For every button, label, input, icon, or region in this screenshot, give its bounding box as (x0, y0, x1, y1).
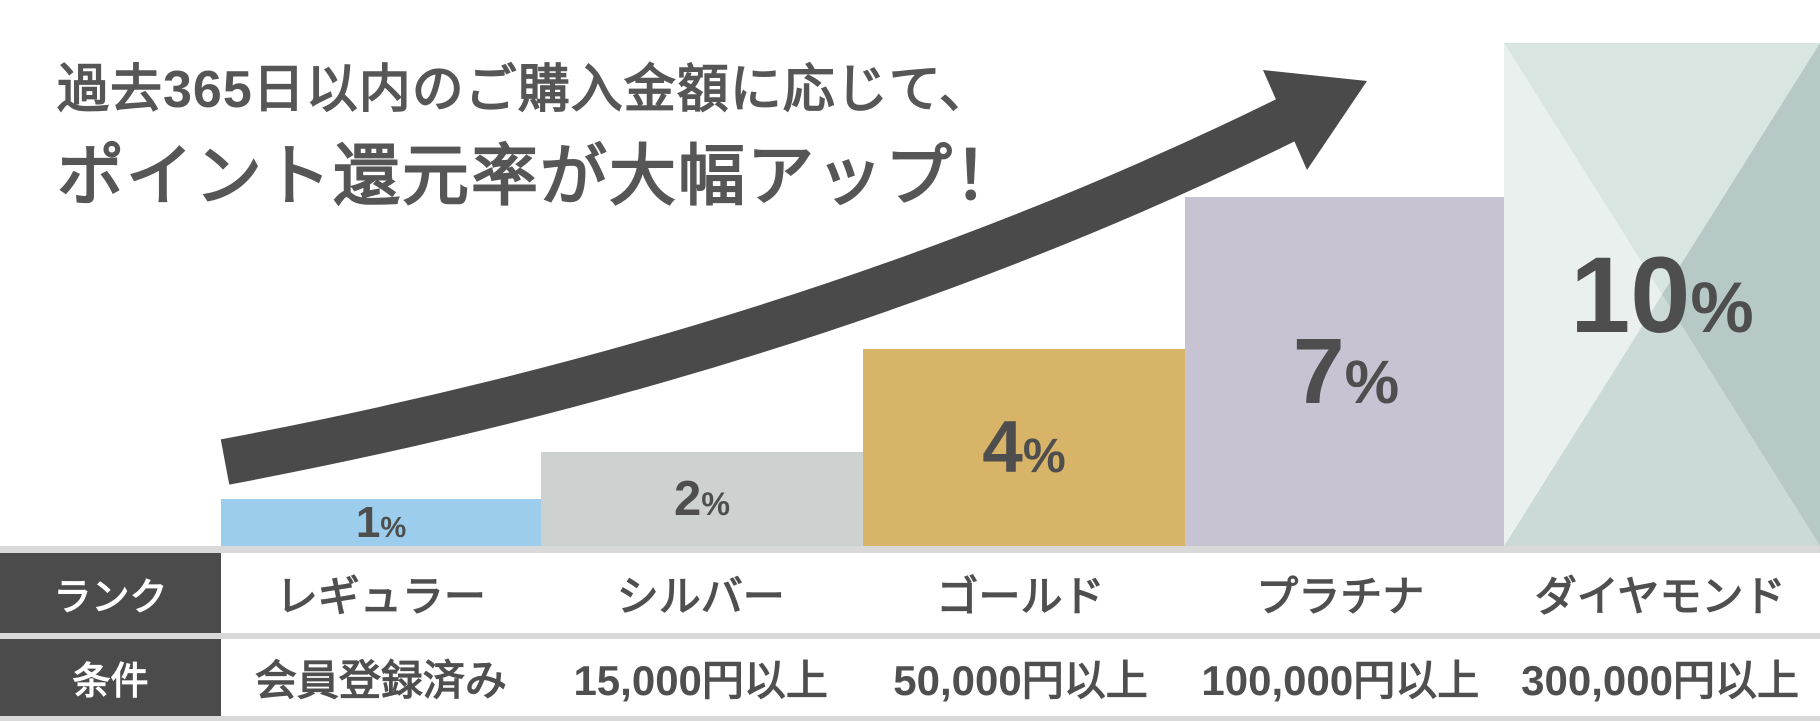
title-line-2: ポイント還元率が大幅アップ！ (57, 139, 1023, 214)
bar-regular-label: 1% (355, 497, 407, 547)
bar-gold-label: 4% (982, 407, 1066, 488)
rank-cell-regular: レギュラー (275, 572, 486, 620)
bar-gold: 4% (863, 349, 1185, 546)
diamond-pattern-icon (1504, 43, 1820, 546)
condition-cell-gold: 50,000円以上 (893, 657, 1148, 704)
row-header-condition: 条件 (0, 639, 221, 716)
bar-diamond-label: 10% (1570, 233, 1754, 355)
rank-table: ランク レギュラー シルバー ゴールド プラチナ ダイヤモンド 条件 会員登録済… (0, 546, 1820, 721)
rank-cells: レギュラー シルバー ゴールド プラチナ ダイヤモンド (221, 553, 1820, 633)
rank-cell-platinum: プラチナ (1256, 572, 1425, 620)
percent-sign: % (1690, 267, 1754, 348)
bar-silver: 2% (541, 452, 863, 546)
bar-platinum-label: 7% (1292, 319, 1400, 423)
bar-regular: 1% (221, 499, 541, 546)
condition-cell-silver: 15,000円以上 (573, 657, 828, 704)
condition-cells: 会員登録済み 15,000円以上 50,000円以上 100,000円以上 30… (221, 639, 1820, 716)
row-header-rank: ランク (0, 553, 221, 633)
percent-sign: % (1022, 429, 1066, 483)
title-line-1: 過去365日以内のご購入金額に応じて、 (57, 61, 993, 119)
percent-sign: % (380, 511, 407, 544)
condition-cell-regular: 会員登録済み (254, 657, 507, 704)
bar-platinum: 7% (1185, 197, 1507, 546)
percent-sign: % (701, 485, 730, 522)
condition-cell-diamond: 300,000円以上 (1521, 657, 1799, 704)
bar-silver-label: 2% (673, 471, 730, 526)
rank-cell-gold: ゴールド (936, 572, 1105, 620)
percent-sign: % (1344, 348, 1400, 417)
page-title: 過去365日以内のご購入金額に応じて、 ポイント還元率が大幅アップ！ (57, 64, 1023, 210)
rank-cell-silver: シルバー (616, 572, 785, 620)
condition-cell-platinum: 100,000円以上 (1201, 657, 1480, 704)
table-row-rank: ランク レギュラー シルバー ゴールド プラチナ ダイヤモンド (0, 553, 1820, 633)
table-row-condition: 条件 会員登録済み 15,000円以上 50,000円以上 100,000円以上… (0, 639, 1820, 716)
bar-diamond: 10% (1504, 43, 1820, 546)
rank-cell-diamond: ダイヤモンド (1534, 572, 1786, 620)
